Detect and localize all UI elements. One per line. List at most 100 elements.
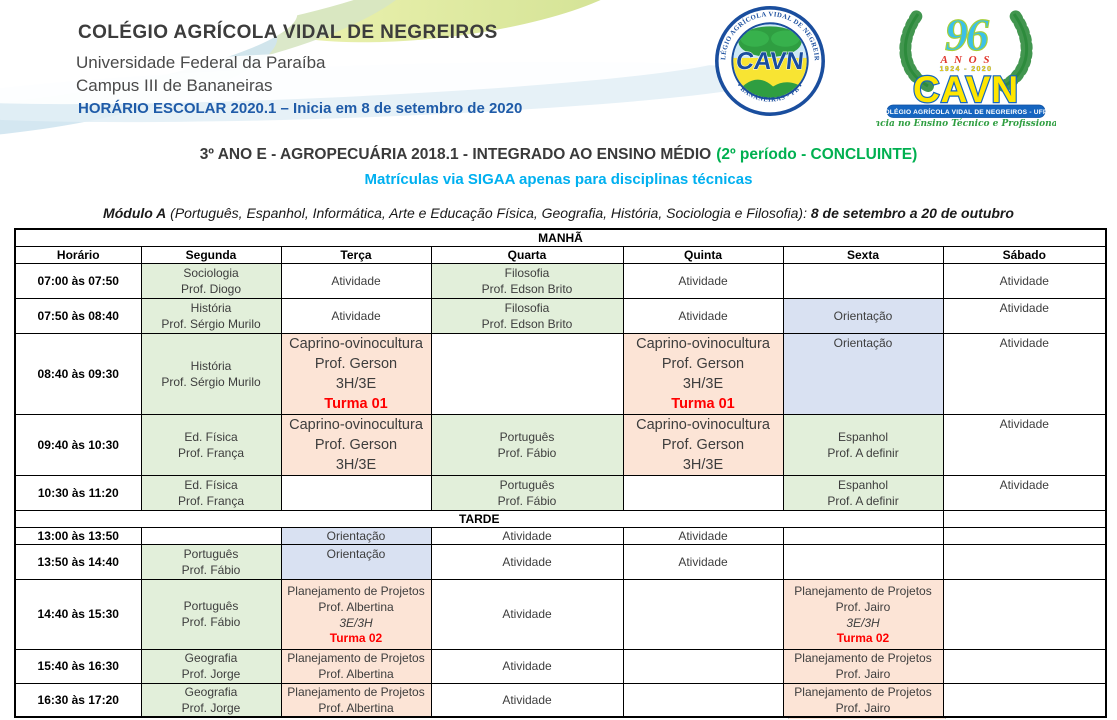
cell-line: Sociologia <box>183 265 239 280</box>
cell-line: Planejamento de Projetos <box>794 684 932 699</box>
cell-line: Atividade <box>999 477 1049 492</box>
schedule-cell: Atividade <box>430 648 624 684</box>
schedule-cell: Atividade <box>622 526 784 545</box>
enrollment-note: Matrículas via SIGAA apenas para discipl… <box>364 171 753 188</box>
cell-line: História <box>190 358 232 373</box>
cell-line: Atividade <box>331 308 381 323</box>
cell-line: Espanhol <box>837 477 889 492</box>
schedule-cell: Planejamento de Projetos Prof. Albertina 3… <box>280 578 432 650</box>
anniversary-banner-text: COLÉGIO AGRÍCOLA VIDAL DE NEGREIROS - UF… <box>879 107 1052 116</box>
module-subjects: (Português, Espanhol, Informática, Arte … <box>166 205 811 221</box>
column-header: Segunda <box>140 245 282 264</box>
time-cell: 16:30 às 17:20 <box>14 682 142 718</box>
schedule-row: 07:00 às 07:50 Sociologia Prof. Diogo Ativi… <box>14 262 1107 299</box>
column-header: Quinta <box>622 245 784 264</box>
cell-line: Espanhol <box>837 429 889 444</box>
cell-line: Atividade <box>999 300 1049 315</box>
cell-line: Atividade <box>331 273 381 288</box>
cell-line: Atividade <box>502 607 552 621</box>
schedule-cell: Atividade <box>430 682 624 718</box>
university-name: Universidade Federal da Paraíba <box>76 53 326 72</box>
cell-line: Prof. Jorge <box>181 667 241 681</box>
schedule-cell <box>942 578 1107 650</box>
schedule-row: 15:40 às 16:30 Geografia Prof. Jorge Planej… <box>14 648 1107 684</box>
module-dates: 8 de setembro a 20 de outubro <box>810 205 1014 221</box>
column-header: Horário <box>14 245 142 264</box>
cell-line: Prof. Gerson <box>661 355 745 372</box>
schedule-cell: Atividade <box>942 474 1107 511</box>
schedule-cell: Português Prof. Fábio <box>430 474 624 511</box>
schedule-cell: Atividade <box>942 297 1107 334</box>
cell-line: Atividade <box>678 554 728 569</box>
cell-line: Planejamento de Projetos <box>794 583 932 598</box>
time-cell: 09:40 às 10:30 <box>14 413 142 476</box>
cell-line: Geografia <box>184 684 238 699</box>
cell-line: Português <box>183 599 239 613</box>
schedule-cell <box>140 526 282 545</box>
schedule-cell: Geografia Prof. Jorge <box>140 682 282 718</box>
schedule-cell <box>782 262 944 299</box>
cell-line: Prof. Edson Brito <box>481 281 573 296</box>
section-row: TARDE <box>14 509 1107 528</box>
cell-line: Prof. Sérgio Murilo <box>161 374 261 389</box>
schedule-cell: Português Prof. Fábio <box>140 543 282 580</box>
schedule-cell: Ed. Física Prof. França <box>140 413 282 476</box>
schedule-cell <box>280 474 432 511</box>
schedule-row: 10:30 às 11:20 Ed. Física Prof. França Port… <box>14 474 1107 511</box>
schedule-cell: Ed. Física Prof. França <box>140 474 282 511</box>
schedule-cell <box>942 526 1107 545</box>
cell-line: Prof. Sérgio Murilo <box>161 316 261 331</box>
cavn-96-years-logo: 96 A N O S 1924 - 2020 CAVN COLÉGIO AGRÍ… <box>876 8 1056 128</box>
cell-line: Português <box>499 429 555 444</box>
time-cell: 13:00 às 13:50 <box>14 526 142 545</box>
cell-line: 3E/3H <box>846 615 880 630</box>
cell-line: Prof. Fábio <box>181 615 241 629</box>
column-header-row: Horário Segunda Terça Quarta Quinta Sexta Sába… <box>14 245 1107 264</box>
cell-line: Prof. A definir <box>827 493 899 508</box>
cell-line: Prof. Fábio <box>497 493 557 508</box>
schedule-header-line: HORÁRIO ESCOLAR 2020.1 – Inicia em 8 de … <box>78 100 523 117</box>
schedule-cell: Atividade <box>942 262 1107 299</box>
schedule-cell: Planejamento de Projetos Prof. Albertina <box>280 648 432 684</box>
schedule-cell <box>782 543 944 580</box>
cell-line: 3E/3H <box>339 615 373 630</box>
schedule-cell <box>782 526 944 545</box>
schedule-cell: Atividade <box>430 543 624 580</box>
class-title: 3º ANO E - AGROPECUÁRIA 2018.1 - INTEGRA… <box>0 146 1117 164</box>
column-header: Sábado <box>942 245 1107 264</box>
cell-line: 3H/3E <box>682 375 724 392</box>
cell-line: 3H/3E <box>335 456 377 473</box>
campus-name: Campus III de Bananeiras <box>76 76 273 95</box>
cell-line: Prof. Jorge <box>181 700 241 715</box>
cell-line: Turma 02 <box>836 630 890 645</box>
cell-line: Prof. Edson Brito <box>481 316 573 331</box>
cell-line: Orientação <box>833 308 893 323</box>
schedule-row: 08:40 às 09:30 História Prof. Sérgio Muril… <box>14 332 1107 415</box>
anniversary-range: 1924 - 2020 <box>940 66 993 73</box>
schedule-cell: História Prof. Sérgio Murilo <box>140 297 282 334</box>
cell-line: Atividade <box>678 528 728 543</box>
schedule-row: 13:50 às 14:40 Português Prof. Fábio Orient… <box>14 543 1107 580</box>
cell-line: História <box>190 300 232 315</box>
schedule-cell: Atividade <box>622 297 784 334</box>
schedule-cell: Planejamento de Projetos Prof. Albertina <box>280 682 432 718</box>
cell-line: Prof. Jairo <box>835 667 891 681</box>
cell-line: Orientação <box>326 546 386 561</box>
schedule-cell: Caprino-ovinocultura Prof. Gerson 3H/3E <box>622 413 784 476</box>
schedule-cell: Planejamento de Projetos Prof. Jairo 3E/3H… <box>782 578 944 650</box>
schedule-cell: Atividade <box>430 526 624 545</box>
time-cell: 08:40 às 09:30 <box>14 332 142 415</box>
cell-line: Planejamento de Projetos <box>287 583 425 598</box>
cell-line: Atividade <box>502 528 552 543</box>
seal-acronym: CAVN <box>735 48 805 75</box>
cell-line: Prof. A definir <box>827 445 899 460</box>
schedule-cell: Orientação <box>280 526 432 545</box>
cell-line: Turma 01 <box>324 395 388 412</box>
schedule-cell: Orientação <box>280 543 432 580</box>
class-title-main: 3º ANO E - AGROPECUÁRIA 2018.1 - INTEGRA… <box>199 146 712 163</box>
cell-line: Ed. Física <box>184 429 238 444</box>
time-cell: 10:30 às 11:20 <box>14 474 142 511</box>
cell-line: Atividade <box>502 554 552 569</box>
schedule-cell <box>942 543 1107 580</box>
time-cell: 13:50 às 14:40 <box>14 543 142 580</box>
